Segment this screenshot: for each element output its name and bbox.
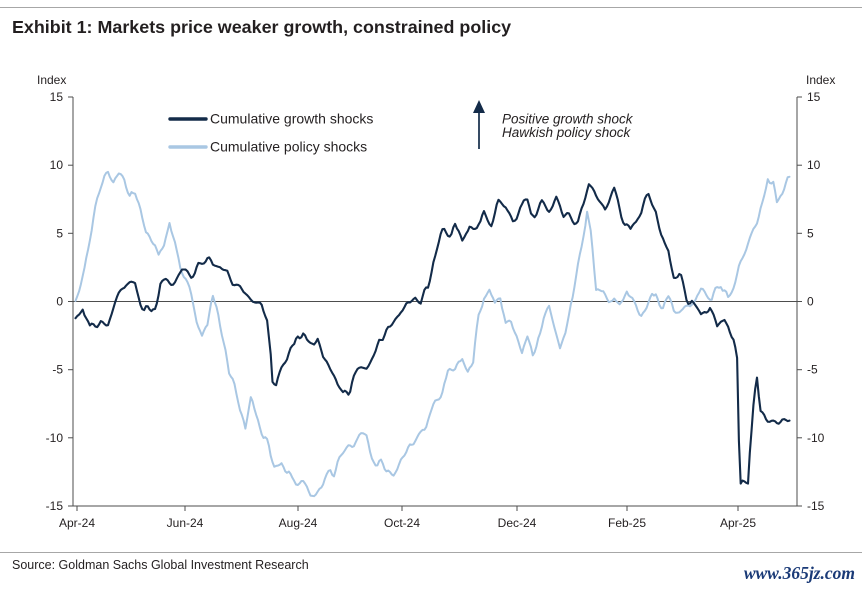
svg-text:Apr-25: Apr-25 xyxy=(720,516,756,530)
svg-text:Apr-24: Apr-24 xyxy=(59,516,95,530)
svg-text:Index: Index xyxy=(37,73,66,87)
svg-text:-10: -10 xyxy=(807,431,825,445)
svg-text:Dec-24: Dec-24 xyxy=(498,516,537,530)
svg-text:5: 5 xyxy=(56,226,63,240)
svg-text:Jun-24: Jun-24 xyxy=(167,516,204,530)
svg-text:0: 0 xyxy=(807,295,814,309)
svg-text:Index: Index xyxy=(806,73,835,87)
svg-text:Cumulative growth shocks: Cumulative growth shocks xyxy=(210,111,373,127)
svg-text:-5: -5 xyxy=(52,363,63,377)
svg-text:Feb-25: Feb-25 xyxy=(608,516,646,530)
svg-text:15: 15 xyxy=(50,90,64,104)
svg-text:15: 15 xyxy=(807,90,821,104)
svg-text:Oct-24: Oct-24 xyxy=(384,516,420,530)
svg-text:-10: -10 xyxy=(46,431,64,445)
svg-text:-5: -5 xyxy=(807,363,818,377)
svg-text:10: 10 xyxy=(50,158,64,172)
svg-text:10: 10 xyxy=(807,158,821,172)
svg-text:Cumulative policy shocks: Cumulative policy shocks xyxy=(210,139,367,155)
svg-text:Hawkish policy shock: Hawkish policy shock xyxy=(502,125,632,140)
svg-text:-15: -15 xyxy=(46,499,64,513)
svg-text:0: 0 xyxy=(56,295,63,309)
svg-text:Aug-24: Aug-24 xyxy=(279,516,318,530)
svg-text:-15: -15 xyxy=(807,499,825,513)
svg-text:5: 5 xyxy=(807,226,814,240)
